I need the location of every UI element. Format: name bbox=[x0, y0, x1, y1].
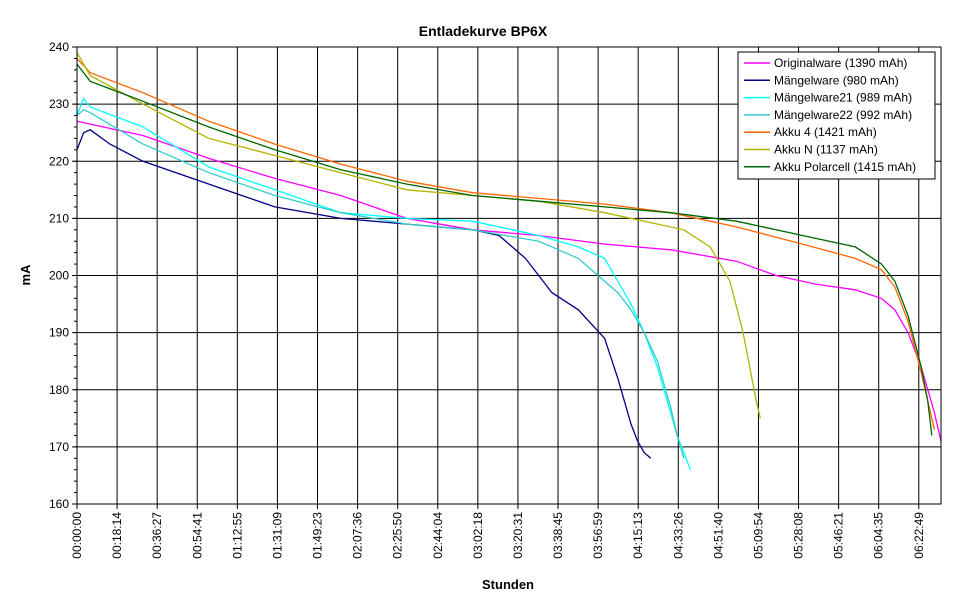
y-axis-ticks: 160 170 180 190 200 210 220 230 240 bbox=[49, 40, 77, 511]
chart-title: Entladekurve BP6X bbox=[419, 23, 548, 39]
x-tick-label: 00:18:14 bbox=[110, 512, 124, 559]
x-tick-label: 01:31:09 bbox=[270, 512, 284, 559]
x-axis-label: Stunden bbox=[482, 577, 534, 592]
x-tick-label: 00:54:41 bbox=[190, 512, 204, 559]
x-tick-label: 04:33:26 bbox=[671, 512, 685, 559]
legend-entry: Mängelware (980 mAh) bbox=[774, 73, 899, 87]
y-tick-label: 240 bbox=[49, 40, 69, 54]
series-line-3 bbox=[76, 97, 692, 470]
y-tick-label: 210 bbox=[49, 211, 69, 225]
x-tick-label: 05:28:08 bbox=[792, 512, 806, 559]
x-tick-label: 03:20:31 bbox=[511, 512, 525, 559]
x-tick-label: 02:07:36 bbox=[351, 512, 365, 559]
series-line-4 bbox=[76, 109, 685, 459]
series-line-7 bbox=[76, 63, 933, 436]
y-tick-label: 230 bbox=[49, 97, 69, 111]
y-tick-label: 190 bbox=[49, 326, 69, 340]
y-tick-label: 200 bbox=[49, 269, 69, 283]
legend-entry: Akku Polarcell (1415 mAh) bbox=[774, 160, 916, 174]
x-tick-label: 06:04:35 bbox=[872, 512, 886, 559]
series-line-5 bbox=[76, 57, 936, 430]
x-tick-label: 05:09:54 bbox=[751, 512, 765, 559]
legend-box bbox=[737, 51, 936, 180]
legend-entry: Akku 4 (1421 mAh) bbox=[774, 125, 877, 139]
legend: Originalware (1390 mAh) Mängelware (980 m… bbox=[737, 51, 936, 180]
y-axis-label: mA bbox=[18, 264, 33, 286]
x-tick-label: 01:12:55 bbox=[230, 512, 244, 559]
x-tick-label: 01:49:23 bbox=[311, 512, 325, 559]
x-tick-label: 00:00:00 bbox=[70, 512, 84, 559]
grid bbox=[77, 46, 941, 505]
x-tick-label: 05:46:21 bbox=[832, 512, 846, 559]
y-tick-label: 170 bbox=[49, 440, 69, 454]
x-tick-label: 03:56:59 bbox=[591, 512, 605, 559]
series-line-2 bbox=[76, 129, 652, 459]
legend-entry: Mängelware21 (989 mAh) bbox=[774, 91, 912, 105]
y-tick-label: 180 bbox=[49, 383, 69, 397]
x-tick-label: 04:51:40 bbox=[711, 512, 725, 559]
y-tick-label: 160 bbox=[49, 497, 69, 511]
x-axis-ticks: 00:00:00 00:18:14 00:36:27 00:54:41 01:12:55… bbox=[70, 504, 926, 559]
x-tick-label: 06:22:49 bbox=[912, 512, 926, 559]
legend-entry: Akku N (1137 mAh) bbox=[774, 143, 878, 157]
x-tick-label: 04:15:13 bbox=[631, 512, 645, 559]
y-tick-label: 220 bbox=[49, 154, 69, 168]
legend-entry: Originalware (1390 mAh) bbox=[774, 56, 907, 70]
x-tick-label: 02:25:50 bbox=[391, 512, 405, 559]
series-line-1 bbox=[76, 120, 942, 442]
plot-area-border bbox=[76, 46, 942, 505]
x-tick-label: 03:02:18 bbox=[471, 512, 485, 559]
series-line-6 bbox=[76, 52, 761, 419]
legend-entry: Mängelware22 (992 mAh) bbox=[774, 108, 912, 122]
x-tick-label: 00:36:27 bbox=[150, 512, 164, 559]
series-lines bbox=[76, 52, 942, 470]
x-tick-label: 03:38:45 bbox=[551, 512, 565, 559]
x-tick-label: 02:44:04 bbox=[431, 512, 445, 559]
